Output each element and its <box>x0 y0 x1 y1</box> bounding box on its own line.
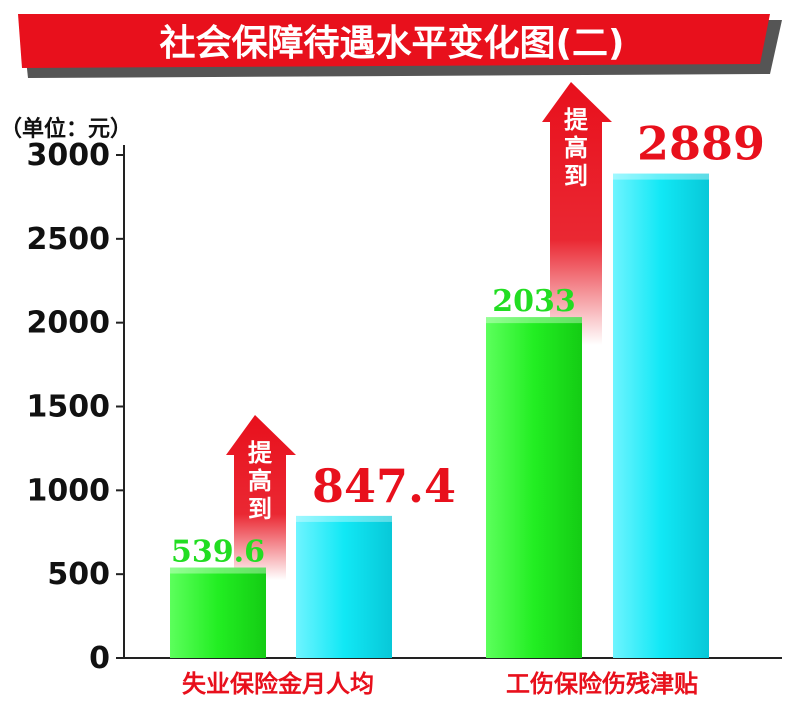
y-tick-label: 500 <box>47 557 110 592</box>
y-tick-label: 1000 <box>27 473 111 508</box>
value-label-before: 2033 <box>492 284 576 319</box>
increase-arrow <box>226 415 296 580</box>
title-band <box>18 14 770 68</box>
value-labels: 539.6 847.4 2033 2889 <box>171 117 765 570</box>
bar-top-highlight <box>613 173 709 180</box>
arrow-label-char: 提 <box>564 106 589 134</box>
y-tick-label: 3000 <box>27 138 111 173</box>
bar-top-highlight <box>296 515 392 522</box>
category-label: 工伤保险伤残津贴 <box>506 670 698 698</box>
bar-top-highlight <box>170 567 266 574</box>
bar-top-highlight <box>486 317 582 324</box>
y-tick-label: 0 <box>89 641 110 676</box>
arrow-label-char: 到 <box>248 495 272 523</box>
bar-after <box>613 173 709 658</box>
value-label-before: 539.6 <box>171 535 265 570</box>
y-tick-label: 2500 <box>27 222 111 257</box>
arrow-label-char: 高 <box>564 134 588 162</box>
chart-title: 社会保障待遇水平变化图(二) <box>160 22 625 64</box>
category-label: 失业保险金月人均 <box>182 670 374 698</box>
title-banner: 社会保障待遇水平变化图(二) <box>18 14 782 78</box>
y-ticks: 0 500 1000 1500 2000 2500 3000 <box>27 138 124 676</box>
arrow-label-char: 到 <box>564 162 588 190</box>
bars <box>170 173 709 658</box>
bar-before <box>486 317 582 658</box>
arrow-label-char: 高 <box>248 467 272 495</box>
value-label-after: 2889 <box>637 117 765 171</box>
category-labels: 失业保险金月人均 工伤保险伤残津贴 <box>182 670 698 698</box>
value-label-after: 847.4 <box>312 459 456 513</box>
bar-after <box>296 515 392 658</box>
increase-arrow <box>542 82 612 345</box>
unit-label: （单位：元） <box>0 116 132 142</box>
arrow-label-char: 提 <box>248 439 273 467</box>
bar-before <box>170 567 266 658</box>
y-tick-label: 2000 <box>27 306 111 341</box>
y-tick-label: 1500 <box>27 390 111 425</box>
